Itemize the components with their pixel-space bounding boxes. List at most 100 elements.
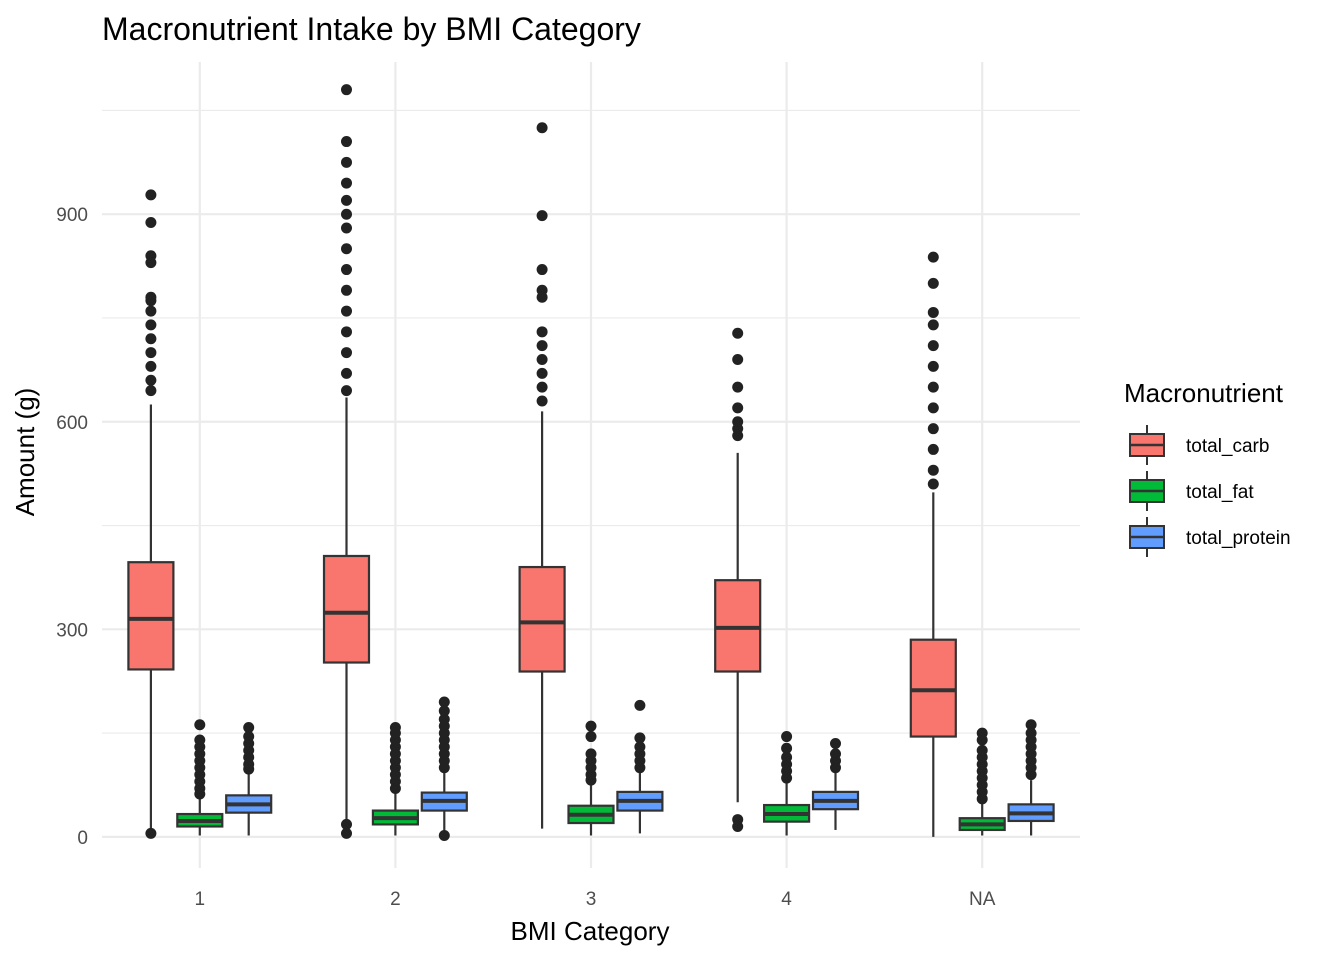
x-tick-label: NA <box>969 889 996 910</box>
outlier-point <box>145 827 157 839</box>
x-tick-label: 2 <box>390 889 401 910</box>
outlier-point <box>145 347 157 359</box>
outlier-point <box>194 719 206 731</box>
outlier-point <box>145 291 157 303</box>
x-tick-label: 1 <box>195 889 206 910</box>
y-tick-label: 900 <box>56 205 88 226</box>
outlier-point <box>830 748 841 760</box>
outlier-point <box>341 367 352 379</box>
outlier-point <box>536 122 548 134</box>
outlier-point <box>341 177 352 189</box>
legend-label: total_protein <box>1186 528 1291 549</box>
box-total_carb-3 <box>518 122 566 829</box>
outlier-point <box>732 814 744 826</box>
box-total_fat-2 <box>371 722 419 836</box>
box-rect <box>127 561 175 671</box>
box-total_carb-NA <box>909 251 957 837</box>
outlier-point <box>781 751 793 763</box>
outlier-point <box>634 732 646 744</box>
legend-item-total_protein: total_protein <box>1129 517 1291 557</box>
y-tick-label: 300 <box>56 620 88 641</box>
outlier-point <box>781 742 793 754</box>
outlier-point <box>732 353 744 365</box>
outlier-point <box>927 306 939 318</box>
outlier-point <box>145 385 157 397</box>
outlier-point <box>732 416 744 428</box>
outlier-point <box>145 250 157 262</box>
box-total_protein-4 <box>811 737 860 830</box>
outlier-point <box>585 720 597 732</box>
outlier-point <box>927 464 939 476</box>
box-total_carb-1 <box>127 189 175 839</box>
outlier-point <box>536 353 548 365</box>
legend-label: total_fat <box>1186 482 1254 503</box>
outlier-point <box>927 478 939 490</box>
legend-title: Macronutrient <box>1124 378 1284 408</box>
box-total_carb-2 <box>322 84 371 839</box>
outlier-point <box>341 347 352 359</box>
x-axis-title: BMI Category <box>511 916 670 946</box>
outlier-point <box>438 705 450 717</box>
outlier-point <box>927 319 939 331</box>
chart-title: Macronutrient Intake by BMI Category <box>102 11 641 47</box>
outlier-point <box>145 333 157 345</box>
box-rect <box>322 554 371 664</box>
outlier-point <box>732 402 744 414</box>
outlier-point <box>1025 719 1037 731</box>
outlier-point <box>927 277 939 289</box>
outlier-point <box>341 222 352 234</box>
outlier-point <box>389 722 401 734</box>
outlier-point <box>341 264 352 276</box>
outlier-point <box>927 423 939 435</box>
outlier-point <box>536 210 548 222</box>
outlier-point <box>145 305 157 317</box>
outlier-point <box>341 194 352 206</box>
x-tick-label: 3 <box>586 889 597 910</box>
outlier-point <box>341 84 352 96</box>
outlier-point <box>976 744 988 756</box>
outlier-point <box>438 696 450 708</box>
outlier-point <box>536 326 548 338</box>
outlier-point <box>145 360 157 372</box>
box-total_fat-4 <box>763 731 811 836</box>
box-rect <box>909 638 957 738</box>
outlier-point <box>145 189 157 201</box>
outlier-point <box>341 385 352 397</box>
outlier-point <box>145 217 157 229</box>
outlier-point <box>634 699 646 711</box>
x-axis-ticks: 1 2 3 4 NA <box>195 889 996 910</box>
outlier-point <box>536 284 548 296</box>
outlier-point <box>438 829 450 841</box>
legend-label: total_carb <box>1186 436 1269 457</box>
outlier-point <box>536 395 548 407</box>
y-axis-ticks: 0 300 600 900 <box>56 205 88 849</box>
box-total_fat-NA <box>958 727 1006 836</box>
outlier-point <box>634 741 646 753</box>
legend: Macronutrient total_carb total_fat total_p… <box>1124 378 1291 557</box>
outlier-point <box>927 360 939 372</box>
outlier-point <box>341 284 352 296</box>
box-total_carb-4 <box>714 327 762 832</box>
outlier-point <box>194 734 206 746</box>
outlier-point <box>927 251 939 263</box>
outlier-point <box>927 402 939 414</box>
outlier-point <box>927 340 939 352</box>
outlier-point <box>732 327 744 339</box>
outlier-point <box>536 367 548 379</box>
y-tick-label: 0 <box>77 828 88 849</box>
outlier-point <box>243 722 255 734</box>
outlier-point <box>341 243 352 255</box>
legend-item-total_carb: total_carb <box>1129 425 1269 465</box>
box-total_fat-3 <box>567 720 615 836</box>
legend-item-total_fat: total_fat <box>1129 471 1254 511</box>
outlier-point <box>243 731 255 743</box>
outlier-point <box>732 381 744 393</box>
outlier-point <box>976 727 988 739</box>
outlier-point <box>927 443 939 455</box>
box-rect <box>714 579 762 673</box>
x-tick-label: 4 <box>781 889 792 910</box>
box-total_protein-3 <box>616 699 664 834</box>
outlier-point <box>438 713 450 725</box>
y-tick-label: 600 <box>56 413 88 434</box>
